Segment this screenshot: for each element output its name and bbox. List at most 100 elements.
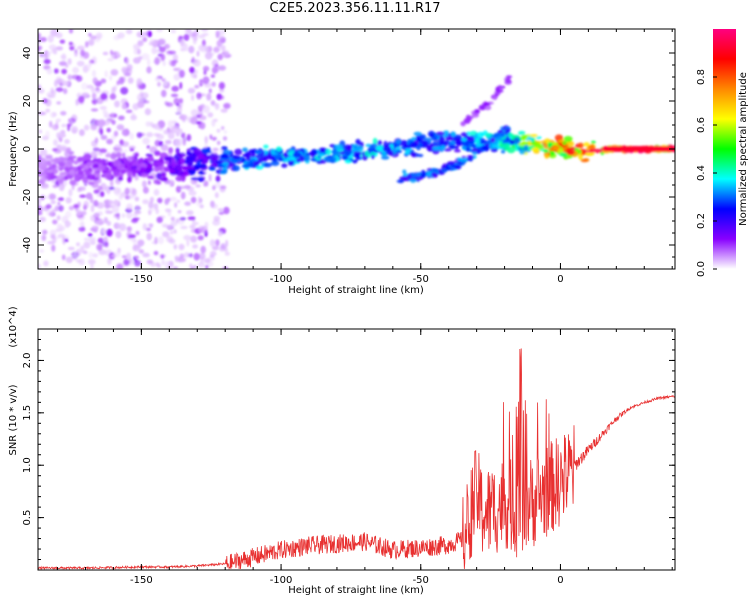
- heatmap-cell: [145, 121, 152, 127]
- heatmap-cell: [57, 197, 64, 201]
- x-tick-label: -50: [413, 575, 429, 586]
- heatmap-cell: [286, 156, 296, 161]
- heatmap-cell: [91, 69, 97, 78]
- heatmap-cell: [100, 191, 105, 198]
- spectrogram-panel: -150 -100 -50 0 -40 -20 0 20 40 Height of strai…: [8, 28, 676, 296]
- heatmap-cell: [142, 252, 150, 258]
- heatmap-cell: [88, 237, 95, 243]
- heatmap-cell: [139, 167, 146, 174]
- y-tick-label: 2.0: [22, 352, 33, 368]
- y-tick-label: 20: [22, 95, 33, 108]
- snr-y-label: SNR (10 * v/v): [8, 384, 19, 455]
- heatmap-cell: [218, 34, 224, 40]
- heatmap-cell: [125, 252, 132, 261]
- heatmap-cell: [175, 147, 180, 155]
- heatmap-cell: [166, 197, 171, 202]
- heatmap-cell: [126, 211, 133, 219]
- heatmap-cell: [120, 87, 129, 95]
- heatmap-cell: [217, 231, 223, 237]
- heatmap-cell: [121, 128, 130, 137]
- heatmap-cell: [370, 151, 376, 156]
- heatmap-cell: [91, 98, 98, 105]
- heatmap-cell: [310, 158, 317, 162]
- heatmap-cell: [586, 152, 594, 156]
- heatmap-cell: [214, 182, 222, 189]
- heatmap-cell: [93, 200, 99, 207]
- heatmap-cell: [57, 179, 64, 185]
- heatmap-cell: [410, 142, 419, 148]
- heatmap-cell: [117, 247, 121, 254]
- heatmap-cell: [54, 79, 58, 87]
- heatmap-cell: [505, 129, 511, 133]
- heatmap-cell: [388, 150, 394, 156]
- heatmap-cell: [186, 151, 193, 156]
- heatmap-cell: [146, 66, 152, 74]
- heatmap-cell: [116, 263, 124, 269]
- heatmap-cell: [217, 53, 223, 61]
- heatmap-cell: [40, 195, 45, 201]
- heatmap-cell: [167, 120, 174, 128]
- heatmap-cell: [156, 133, 165, 140]
- heatmap-cell: [454, 141, 462, 145]
- heatmap-cell: [450, 163, 456, 167]
- heatmap-cell: [139, 162, 147, 168]
- heatmap-cell: [61, 254, 66, 261]
- heatmap-cell: [131, 218, 139, 224]
- heatmap-cell: [136, 31, 144, 38]
- heatmap-cell: [214, 192, 219, 199]
- colorbar-gradient: [713, 29, 736, 269]
- heatmap-cell: [209, 167, 216, 171]
- heatmap-cell: [115, 51, 120, 58]
- heatmap-cell: [165, 139, 172, 145]
- heatmap-cell: [500, 150, 506, 154]
- heatmap-cell: [39, 178, 49, 182]
- heatmap-cell: [183, 33, 190, 42]
- heatmap-cell: [216, 39, 223, 48]
- heatmap-cell: [559, 152, 568, 157]
- heatmap-cell: [113, 160, 122, 167]
- heatmap-cell: [490, 137, 496, 143]
- heatmap-cell: [92, 180, 100, 184]
- heatmap-cell: [180, 38, 185, 47]
- heatmap-cell: [175, 175, 183, 182]
- heatmap-cell: [443, 148, 452, 152]
- heatmap-cell: [90, 204, 95, 213]
- heatmap-cell: [578, 153, 583, 161]
- heatmap-cell: [483, 102, 491, 106]
- heatmap-cell: [199, 122, 206, 130]
- heatmap-cell: [190, 235, 198, 243]
- heatmap-cell: [134, 244, 142, 249]
- heatmap-cell: [116, 124, 125, 131]
- heatmap-cell: [213, 215, 221, 222]
- heatmap-cell: [180, 132, 186, 139]
- heatmap-cell: [162, 60, 166, 67]
- heatmap-cell: [46, 51, 50, 59]
- heatmap-cell: [184, 201, 192, 206]
- heatmap-cell: [242, 153, 249, 158]
- snr-plot-area: [38, 329, 675, 570]
- snr-frame: [37, 328, 676, 571]
- colorbar-tick-label: 0.2: [696, 213, 707, 229]
- heatmap-cell: [97, 246, 103, 251]
- heatmap-cell: [118, 115, 125, 121]
- heatmap-cell: [153, 160, 162, 167]
- heatmap-cell: [67, 221, 71, 227]
- heatmap-cell: [106, 220, 112, 226]
- heatmap-cell: [187, 87, 196, 94]
- heatmap-cell: [445, 136, 453, 141]
- heatmap-cell: [180, 257, 186, 263]
- heatmap-cell: [55, 87, 64, 92]
- heatmap-cell: [566, 149, 575, 156]
- heatmap-cell: [399, 140, 408, 146]
- heatmap-cell: [177, 217, 185, 225]
- heatmap-cell: [454, 164, 462, 170]
- heatmap-cell: [175, 131, 180, 137]
- heatmap-cell: [84, 63, 91, 72]
- heatmap-cell: [554, 134, 564, 142]
- heatmap-cell: [211, 81, 216, 87]
- heatmap-cell: [504, 126, 511, 130]
- heatmap-cell: [460, 132, 468, 137]
- heatmap-cell: [154, 139, 160, 147]
- heatmap-cell: [170, 216, 175, 221]
- heatmap-cell: [109, 179, 114, 187]
